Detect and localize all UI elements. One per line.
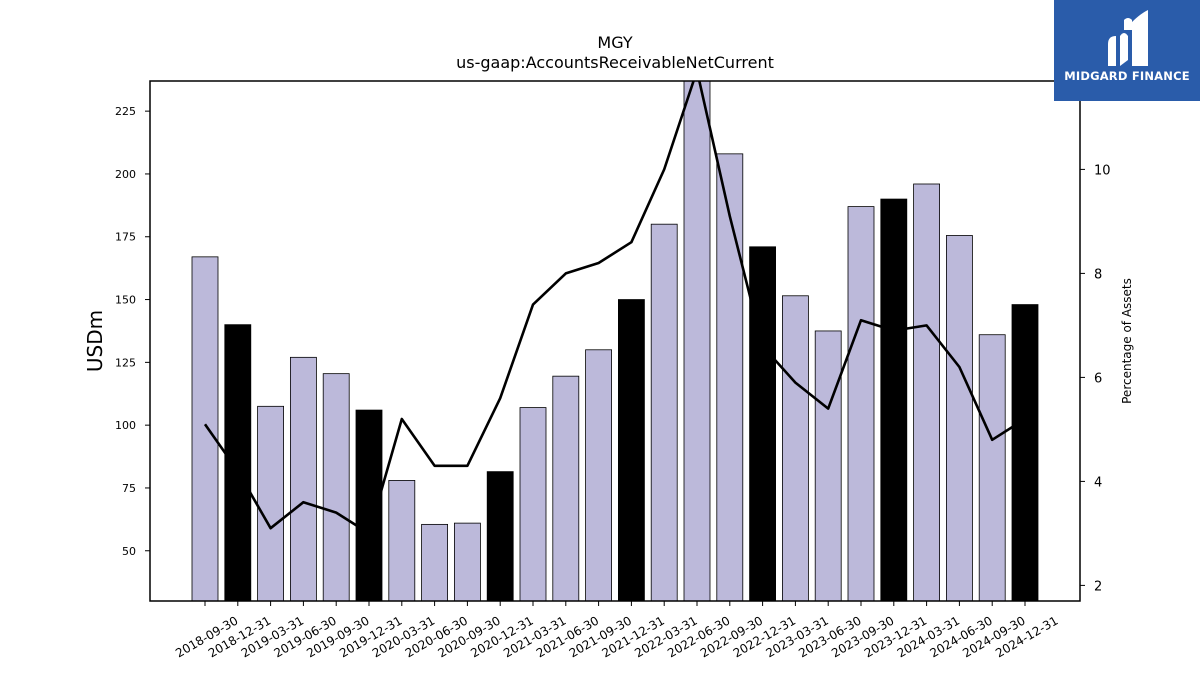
y2-tick-label: 6 xyxy=(1094,371,1102,386)
bar-2019-03-31 xyxy=(257,405,285,601)
bar-2021-06-30 xyxy=(552,375,580,601)
percentage-line xyxy=(203,81,1026,535)
y-tick-label: 150 xyxy=(115,294,136,307)
brand-name: MIDGARD FINANCE xyxy=(1064,69,1190,83)
y-tick-label: 50 xyxy=(122,545,136,558)
y2-tick-label: 2 xyxy=(1094,579,1102,594)
y2-tick-label: 4 xyxy=(1094,475,1102,490)
plot-frame xyxy=(149,80,1081,602)
bar-2021-03-31 xyxy=(519,407,547,601)
y2-tick-label: 8 xyxy=(1094,267,1102,282)
bar-2019-06-30 xyxy=(289,356,317,601)
y-tick-label: 175 xyxy=(115,231,136,244)
y-tick-label: 100 xyxy=(115,419,136,432)
bar-2023-03-31 xyxy=(782,295,809,601)
y-tick-label: 75 xyxy=(122,482,136,495)
bar-2021-12-31 xyxy=(618,299,645,601)
bar-2024-12-31 xyxy=(1011,304,1039,601)
bar-2020-06-30 xyxy=(421,523,449,601)
bar-2024-06-30 xyxy=(946,235,973,601)
chart-subtitle: us-gaap:AccountsReceivableNetCurrent xyxy=(456,53,774,72)
bar-2023-09-30 xyxy=(847,206,875,601)
chart-title: MGY xyxy=(597,33,632,52)
bar-2024-09-30 xyxy=(978,334,1006,601)
bar-2022-09-30 xyxy=(716,153,744,601)
y-axis: 50 75 100 125 150 175 200 225 xyxy=(115,105,150,558)
bar-2018-09-30 xyxy=(191,256,219,601)
y-tick-label: 125 xyxy=(115,356,136,369)
bar-2019-09-30 xyxy=(322,373,350,601)
bar-2023-06-30 xyxy=(814,330,842,601)
y-tick-label: 200 xyxy=(115,168,136,181)
bar-2021-09-30 xyxy=(585,349,612,601)
midgard-m-logo-icon xyxy=(1108,10,1148,66)
bar-2023-12-31 xyxy=(880,198,908,601)
brand-logo: MIDGARD FINANCE xyxy=(1054,0,1200,101)
y2-tick-label: 10 xyxy=(1094,163,1111,178)
y-axis-label: USDm xyxy=(83,310,107,372)
x-axis: 2018-09-302018-12-312019-03-312019-06-30… xyxy=(173,601,1061,660)
y-tick-label: 225 xyxy=(115,105,136,118)
bar-2020-12-31 xyxy=(486,471,514,601)
bar-2022-03-31 xyxy=(650,223,678,601)
y2-axis-label: Percentage of Assets xyxy=(1120,278,1134,404)
bar-2020-09-30 xyxy=(453,522,481,601)
bar-2018-12-31 xyxy=(224,324,252,601)
bar-2020-03-31 xyxy=(388,480,416,601)
bar-2024-03-31 xyxy=(913,183,940,601)
line-series xyxy=(203,81,1026,535)
bar-series xyxy=(191,81,1039,601)
bar-2022-06-30 xyxy=(683,81,711,601)
bar-2022-12-31 xyxy=(749,246,776,601)
y2-axis: 2 4 6 8 10 xyxy=(1080,163,1111,594)
